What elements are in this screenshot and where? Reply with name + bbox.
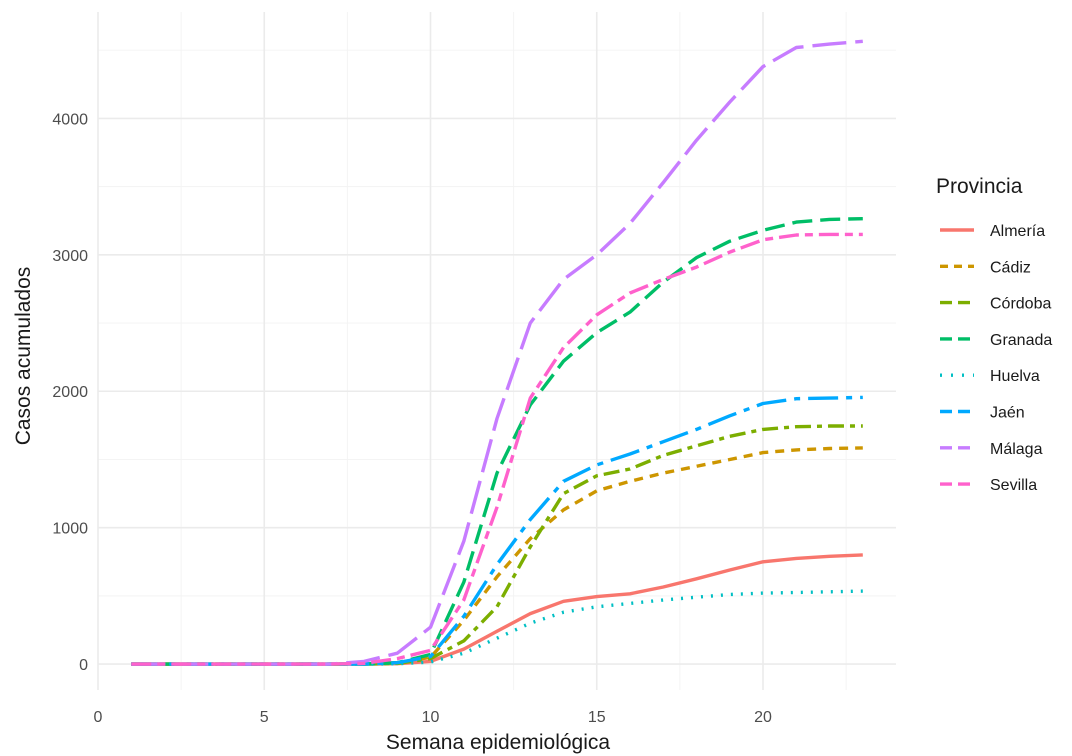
legend-item: Jaén: [940, 405, 1025, 422]
y-tick-label: 0: [79, 657, 88, 674]
x-tick-label: 10: [422, 709, 440, 726]
legend-label: Almería: [990, 223, 1045, 240]
y-axis-tick-labels: 0 1000 2000 3000 4000: [52, 111, 88, 674]
series-line-málaga: [131, 39, 863, 666]
legend-item: Cádiz: [940, 259, 1031, 276]
legend-item: Málaga: [940, 441, 1043, 458]
y-tick-label: 3000: [52, 248, 88, 265]
legend: Provincia Almería Cádiz Córdoba Granada Huel…: [936, 175, 1052, 494]
legend-item: Córdoba: [940, 296, 1051, 313]
series-line-sevilla: [131, 232, 863, 666]
y-tick-label: 4000: [52, 111, 88, 128]
legend-label: Huelva: [990, 368, 1040, 385]
legend-label: Granada: [990, 332, 1052, 349]
x-axis-tick-labels: 0 5 10 15 20: [94, 709, 772, 726]
legend-label: Málaga: [990, 441, 1043, 458]
y-tick-label: 2000: [52, 384, 88, 401]
legend-item: Granada: [940, 332, 1052, 349]
x-tick-label: 20: [754, 709, 772, 726]
legend-label: Córdoba: [990, 296, 1051, 313]
x-tick-label: 15: [588, 709, 606, 726]
legend-item: Huelva: [940, 368, 1040, 385]
legend-label: Sevilla: [990, 477, 1037, 494]
legend-label: Jaén: [990, 405, 1025, 422]
legend-label: Cádiz: [990, 259, 1031, 276]
x-tick-label: 0: [94, 709, 103, 726]
x-axis-title: Semana epidemiológica: [386, 731, 610, 754]
x-tick-label: 5: [260, 709, 269, 726]
legend-title: Provincia: [936, 175, 1023, 198]
y-axis-title: Casos acumulados: [12, 267, 35, 446]
legend-items: Almería Cádiz Córdoba Granada Huelva Jaén Mála…: [940, 223, 1052, 494]
legend-item: Sevilla: [940, 477, 1037, 494]
y-tick-label: 1000: [52, 521, 88, 538]
legend-item: Almería: [940, 223, 1045, 240]
grid-lines: [97, 12, 896, 690]
series-lines: [131, 39, 863, 666]
series-line-cádiz: [131, 446, 863, 666]
